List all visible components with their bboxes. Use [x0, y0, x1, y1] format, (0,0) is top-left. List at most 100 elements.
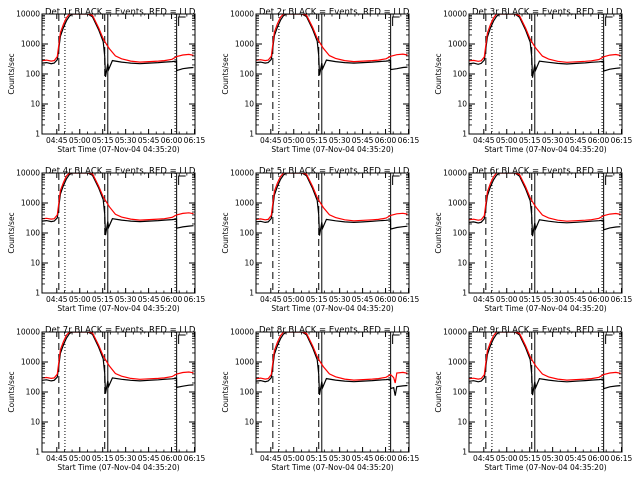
x-tick-label: 05:45	[565, 295, 587, 304]
series-line-events	[42, 14, 194, 78]
y-axis-label: Counts/sec	[221, 53, 230, 94]
x-axis-label: Start Time (07-Nov-04 04:35:20)	[271, 145, 393, 154]
y-tick-label: 100	[240, 388, 255, 397]
panel-4: Det 4r BLACK = Events, RED = LLD 1 10 100 10…	[7, 167, 206, 314]
x-tick-label: 05:00	[496, 136, 518, 145]
x-tick-label: 06:00	[588, 295, 610, 304]
y-tick-label: 1000	[21, 199, 40, 208]
y-tick-label: 10000	[16, 10, 40, 19]
panel-title: Det 9r BLACK = Events, RED = LLD	[472, 326, 623, 336]
x-axis-label: Start Time (07-Nov-04 04:35:20)	[271, 463, 393, 472]
series-line-lld	[256, 332, 408, 384]
panel-title: Det 1r BLACK = Events, RED = LLD	[45, 8, 196, 18]
x-tick-label: 06:00	[161, 295, 183, 304]
time-markers	[272, 173, 392, 293]
x-axis-label: Start Time (07-Nov-04 04:35:20)	[57, 463, 179, 472]
y-tick-label: 100	[26, 388, 41, 397]
series-group	[469, 332, 621, 396]
panel-9: Det 9r BLACK = Events, RED = LLD 1 10 100 10…	[434, 326, 633, 473]
y-tick-label: 100	[453, 70, 468, 79]
y-tick-label: 10	[30, 418, 40, 427]
x-tick-label: 06:00	[375, 454, 397, 463]
x-axis-label: Start Time (07-Nov-04 04:35:20)	[271, 304, 393, 313]
y-tick-label: 10	[244, 259, 254, 268]
series-line-lld	[42, 173, 194, 221]
x-tick-label: 05:30	[542, 454, 564, 463]
x-axis-label: Start Time (07-Nov-04 04:35:20)	[484, 463, 606, 472]
x-tick-label: 05:30	[115, 454, 137, 463]
x-axis-label: Start Time (07-Nov-04 04:35:20)	[57, 304, 179, 313]
y-tick-label: 1	[462, 448, 467, 457]
x-tick-label: 05:45	[138, 454, 160, 463]
bracket-mark	[178, 175, 186, 185]
y-tick-label: 10000	[16, 169, 40, 178]
panel-2: Det 2r BLACK = Events, RED = LLD 1 10 100 10…	[221, 8, 420, 155]
x-tick-label: 05:15	[519, 295, 541, 304]
bracket-mark	[605, 334, 613, 344]
panel-1: Det 1r BLACK = Events, RED = LLD 1 10 100 10…	[7, 8, 206, 155]
y-tick-label: 10000	[16, 328, 40, 337]
y-tick-label: 1000	[448, 358, 467, 367]
x-tick-label: 04:45	[473, 454, 495, 463]
time-markers	[272, 332, 392, 452]
x-tick-label: 06:15	[184, 295, 206, 304]
y-tick-label: 100	[453, 229, 468, 238]
series-line-events	[256, 173, 408, 236]
series-group	[42, 14, 194, 78]
x-tick-label: 05:15	[92, 454, 114, 463]
bracket-mark	[178, 16, 186, 26]
series-line-lld	[469, 173, 621, 222]
y-tick-label: 1	[249, 289, 254, 298]
series-group	[42, 332, 194, 394]
time-markers	[58, 332, 178, 452]
y-tick-label: 1000	[235, 358, 254, 367]
x-tick-label: 05:15	[92, 136, 114, 145]
x-tick-label: 05:00	[283, 136, 305, 145]
x-tick-label: 05:45	[352, 454, 374, 463]
bracket-mark	[392, 175, 400, 185]
y-axis-label: Counts/sec	[7, 371, 16, 412]
series-line-lld	[42, 14, 194, 63]
series-line-events	[469, 14, 621, 78]
y-tick-label: 1000	[21, 40, 40, 49]
panel-8: Det 8r BLACK = Events, RED = LLD 1 10 100 10…	[221, 326, 420, 473]
x-tick-label: 04:45	[46, 295, 68, 304]
panel-title: Det 4r BLACK = Events, RED = LLD	[45, 167, 196, 177]
bracket-mark	[392, 334, 400, 344]
panel-5: Det 5r BLACK = Events, RED = LLD 1 10 100 10…	[221, 167, 420, 314]
x-tick-label: 06:00	[161, 136, 183, 145]
x-axis-label: Start Time (07-Nov-04 04:35:20)	[484, 145, 606, 154]
x-tick-label: 05:45	[138, 136, 160, 145]
x-tick-label: 05:15	[306, 454, 328, 463]
y-tick-label: 1	[249, 448, 254, 457]
panel-title: Det 2r BLACK = Events, RED = LLD	[259, 8, 410, 18]
bracket-mark	[392, 16, 400, 26]
x-tick-label: 06:15	[184, 454, 206, 463]
x-tick-label: 05:15	[519, 136, 541, 145]
y-tick-label: 10	[30, 100, 40, 109]
y-tick-label: 10	[457, 259, 467, 268]
panel-7: Det 7r BLACK = Events, RED = LLD 1 10 100 10…	[7, 326, 206, 473]
y-tick-label: 100	[26, 70, 41, 79]
x-tick-label: 05:00	[69, 136, 91, 145]
x-tick-label: 05:30	[329, 295, 351, 304]
series-group	[256, 14, 408, 76]
y-tick-label: 10	[244, 418, 254, 427]
y-axis-label: Counts/sec	[221, 212, 230, 253]
panel-title: Det 3r BLACK = Events, RED = LLD	[472, 8, 623, 18]
panel-title: Det 5r BLACK = Events, RED = LLD	[259, 167, 410, 177]
y-tick-label: 1000	[448, 40, 467, 49]
time-markers	[58, 14, 178, 134]
x-tick-label: 06:00	[588, 454, 610, 463]
y-tick-label: 10000	[230, 169, 254, 178]
x-tick-label: 04:45	[260, 454, 282, 463]
y-tick-label: 1000	[235, 40, 254, 49]
y-tick-label: 100	[26, 229, 41, 238]
y-tick-label: 1	[462, 289, 467, 298]
panel-title: Det 6r BLACK = Events, RED = LLD	[472, 167, 623, 177]
y-tick-label: 1	[35, 448, 40, 457]
x-tick-label: 05:00	[496, 454, 518, 463]
series-line-events	[469, 173, 621, 237]
x-tick-label: 05:00	[69, 454, 91, 463]
y-tick-label: 1000	[448, 199, 467, 208]
